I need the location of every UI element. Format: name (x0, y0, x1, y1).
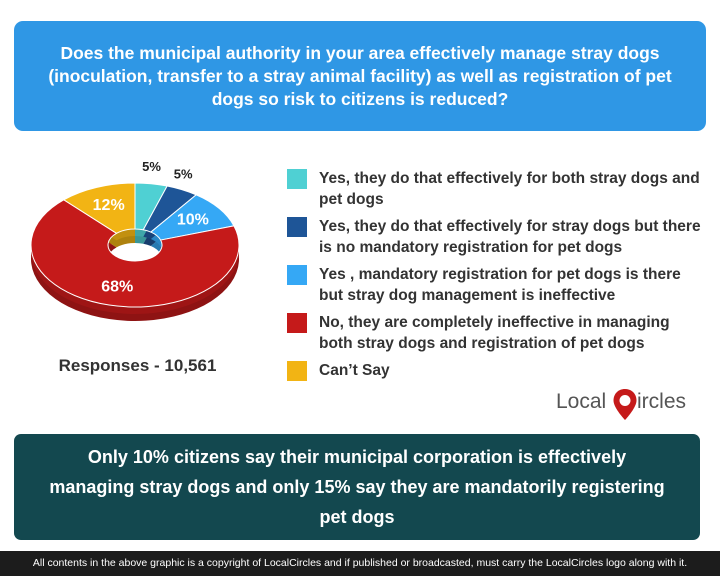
donut-slices (30, 182, 240, 308)
legend-swatch (287, 313, 307, 333)
legend-swatch (287, 169, 307, 189)
legend-swatch (287, 361, 307, 381)
donut-data-label: 68% (101, 279, 133, 296)
donut-slice (30, 199, 240, 308)
donut-data-label: 5% (142, 160, 161, 174)
donut-labels: 5% 5% 10% 68% 12% (93, 160, 209, 296)
legend-label: Yes , mandatory registration for pet dog… (319, 266, 681, 304)
summary-text: Only 10% citizens say their municipal co… (49, 447, 665, 527)
legend-label: Yes, they do that effectively for both s… (319, 170, 700, 208)
legend-label: Can’t Say (319, 362, 390, 379)
legend-item: Yes, they do that effectively for both s… (287, 168, 707, 210)
donut-slice (62, 182, 136, 234)
legend-item: No, they are completely ineffective in m… (287, 312, 707, 354)
legend: Yes, they do that effectively for both s… (287, 168, 707, 387)
donut-data-label: 12% (93, 197, 125, 214)
legend-swatch (287, 217, 307, 237)
legend-label: Yes, they do that effectively for stray … (319, 218, 701, 256)
logo-text-rest: ircles (637, 390, 687, 413)
logo-pin-icon: C (613, 389, 637, 420)
legend-swatch (287, 265, 307, 285)
donut-chart: 5% 5% 10% 68% 12% (30, 160, 240, 321)
donut-data-label: 5% (174, 167, 193, 182)
legend-item: Yes , mandatory registration for pet dog… (287, 264, 707, 306)
localcircles-logo: Local C ircles (556, 388, 696, 420)
responses-count: Responses - 10,561 (58, 356, 217, 375)
copyright-footer: All contents in the above graphic is a c… (0, 551, 720, 576)
question-box: Does the municipal authority in your are… (14, 21, 706, 131)
legend-label: No, they are completely ineffective in m… (319, 314, 670, 352)
donut-data-label: 10% (177, 212, 209, 229)
logo-text-local: Local (556, 390, 607, 413)
legend-item: Yes, they do that effectively for stray … (287, 216, 707, 258)
summary-box: Only 10% citizens say their municipal co… (14, 434, 700, 540)
legend-item: Can’t Say (287, 360, 707, 381)
question-text: Does the municipal authority in your are… (48, 42, 672, 109)
